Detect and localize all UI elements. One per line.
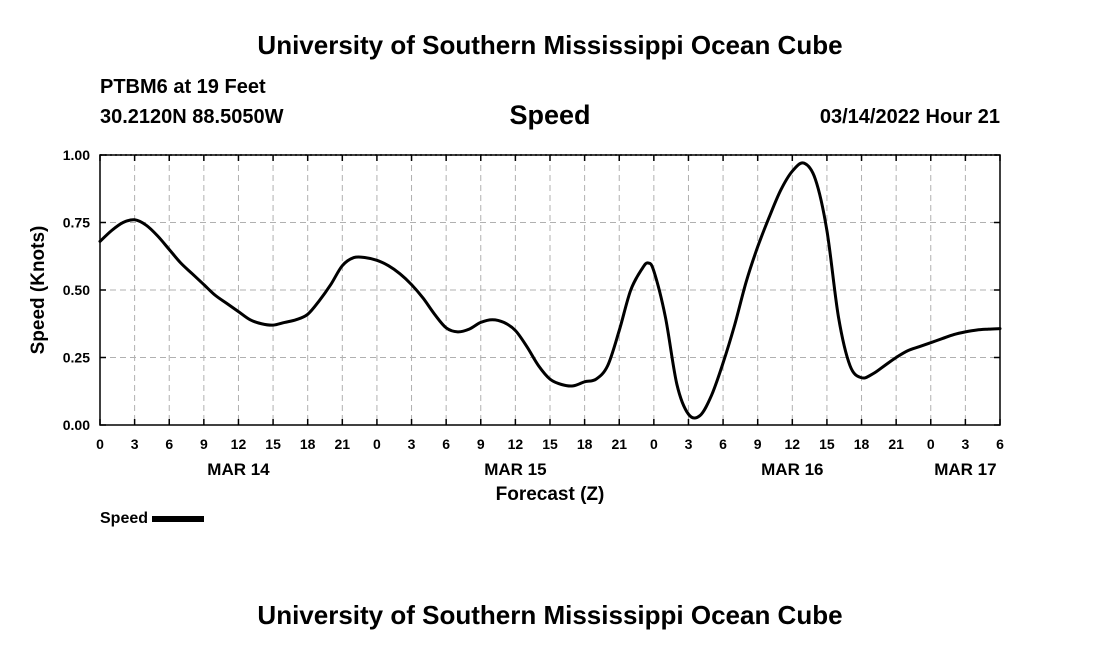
x-tick-label: 15 [265, 436, 281, 452]
forecast-datetime: 03/14/2022 Hour 21 [819, 106, 1000, 128]
x-tick-label: 18 [577, 436, 593, 452]
y-tick-label: 0.75 [63, 215, 90, 231]
footer-title: University of Southern Mississippi Ocean… [257, 600, 843, 630]
x-tick-label: 3 [131, 436, 139, 452]
legend-swatch [152, 516, 205, 522]
day-label: MAR 15 [484, 460, 546, 479]
x-tick-label: 18 [300, 436, 316, 452]
x-tick-label: 0 [96, 436, 104, 452]
x-tick-label: 3 [685, 436, 693, 452]
x-tick-label: 6 [442, 436, 450, 452]
x-axis-label: Forecast (Z) [496, 484, 605, 505]
legend: Speed [100, 510, 205, 528]
x-tick-label: 0 [650, 436, 658, 452]
y-tick-label: 0.25 [63, 350, 90, 366]
x-tick-label: 9 [200, 436, 208, 452]
y-axis-label: Speed (Knots) [28, 226, 49, 355]
y-tick-label: 0.50 [63, 282, 90, 298]
day-label: MAR 14 [207, 460, 270, 479]
x-tick-label: 0 [373, 436, 381, 452]
station-name: PTBM6 at 19 Feet [100, 76, 266, 98]
x-tick-label: 15 [819, 436, 835, 452]
legend-label: Speed [100, 510, 149, 527]
day-label: MAR 17 [934, 460, 996, 479]
x-tick-label: 9 [477, 436, 485, 452]
x-tick-label: 9 [754, 436, 762, 452]
x-tick-label: 18 [854, 436, 870, 452]
page-title: University of Southern Mississippi Ocean… [257, 30, 843, 60]
x-tick-label: 15 [542, 436, 558, 452]
x-tick-label: 3 [408, 436, 416, 452]
x-tick-label: 0 [927, 436, 935, 452]
chart-title: Speed [509, 100, 591, 130]
x-tick-label: 21 [335, 436, 351, 452]
x-tick-label: 21 [611, 436, 627, 452]
y-tick-label: 0.00 [63, 417, 90, 433]
x-tick-label: 6 [996, 436, 1004, 452]
day-label: MAR 16 [761, 460, 823, 479]
x-tick-label: 12 [508, 436, 524, 452]
axis-ticks [99, 154, 1001, 426]
x-tick-label: 12 [785, 436, 801, 452]
grid [100, 154, 1000, 425]
speed-series-line [98, 161, 1002, 420]
station-coordinates: 30.2120N 88.5050W [100, 106, 284, 128]
x-tick-label: 6 [719, 436, 727, 452]
x-tick-label: 21 [888, 436, 904, 452]
x-tick-label: 6 [165, 436, 173, 452]
x-tick-label: 12 [231, 436, 247, 452]
x-tick-label: 3 [961, 436, 969, 452]
y-tick-label: 1.00 [63, 147, 90, 163]
axis-tick-labels: 0 3 6 9 12 15 18 21 0 3 6 9 12 15 18 21 0 3 6 9 12 15 18 21 0 3 6 0… [63, 147, 1004, 479]
